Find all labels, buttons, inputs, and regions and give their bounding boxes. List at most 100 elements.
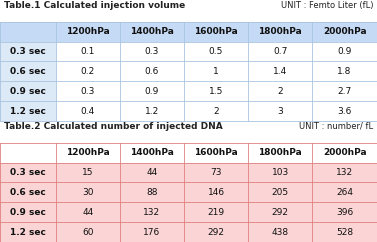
Bar bbox=[56, 101, 120, 121]
Bar bbox=[0, 143, 56, 163]
Bar bbox=[312, 222, 377, 242]
Text: 0.6 sec: 0.6 sec bbox=[10, 67, 46, 76]
Text: Table.2 Calculated number of injected DNA: Table.2 Calculated number of injected DN… bbox=[4, 122, 222, 131]
Text: 0.9 sec: 0.9 sec bbox=[10, 87, 46, 96]
Text: 2000hPa: 2000hPa bbox=[323, 27, 366, 36]
Text: 1800hPa: 1800hPa bbox=[258, 148, 302, 157]
Bar bbox=[184, 182, 248, 202]
Bar bbox=[120, 101, 184, 121]
Text: 44: 44 bbox=[146, 168, 158, 177]
Bar bbox=[248, 81, 312, 101]
Text: 44: 44 bbox=[82, 208, 93, 217]
Text: 1.5: 1.5 bbox=[209, 87, 223, 96]
Bar bbox=[248, 143, 312, 163]
Bar bbox=[120, 81, 184, 101]
Text: 3: 3 bbox=[277, 106, 283, 116]
Text: 73: 73 bbox=[210, 168, 222, 177]
Bar bbox=[56, 61, 120, 81]
Text: 0.5: 0.5 bbox=[209, 47, 223, 56]
Bar bbox=[312, 101, 377, 121]
Bar bbox=[248, 42, 312, 61]
Text: 292: 292 bbox=[271, 208, 289, 217]
Text: 15: 15 bbox=[82, 168, 93, 177]
Bar bbox=[0, 222, 56, 242]
Bar bbox=[120, 42, 184, 61]
Bar bbox=[184, 22, 248, 42]
Text: 0.7: 0.7 bbox=[273, 47, 287, 56]
Text: 1.2 sec: 1.2 sec bbox=[10, 106, 46, 116]
Bar bbox=[312, 22, 377, 42]
Text: 0.2: 0.2 bbox=[81, 67, 95, 76]
Text: 2: 2 bbox=[277, 87, 283, 96]
Bar bbox=[56, 143, 120, 163]
Text: 1600hPa: 1600hPa bbox=[194, 148, 238, 157]
Bar bbox=[0, 202, 56, 222]
Bar bbox=[248, 202, 312, 222]
Text: 30: 30 bbox=[82, 188, 93, 197]
Bar bbox=[184, 143, 248, 163]
Bar bbox=[0, 163, 56, 182]
Text: 0.6 sec: 0.6 sec bbox=[10, 188, 46, 197]
Bar bbox=[312, 202, 377, 222]
Text: 176: 176 bbox=[143, 227, 161, 237]
Bar bbox=[184, 61, 248, 81]
Bar bbox=[120, 61, 184, 81]
Text: 3.6: 3.6 bbox=[337, 106, 352, 116]
Text: 438: 438 bbox=[271, 227, 289, 237]
Text: 1.8: 1.8 bbox=[337, 67, 352, 76]
Text: 132: 132 bbox=[336, 168, 353, 177]
Bar bbox=[184, 101, 248, 121]
Text: UNIT : Femto Liter (fL): UNIT : Femto Liter (fL) bbox=[281, 1, 373, 10]
Bar bbox=[184, 163, 248, 182]
Bar bbox=[120, 202, 184, 222]
Text: 0.6: 0.6 bbox=[145, 67, 159, 76]
Bar bbox=[184, 202, 248, 222]
Text: 60: 60 bbox=[82, 227, 93, 237]
Bar bbox=[312, 42, 377, 61]
Bar bbox=[248, 22, 312, 42]
Text: 88: 88 bbox=[146, 188, 158, 197]
Bar bbox=[184, 42, 248, 61]
Text: 219: 219 bbox=[207, 208, 225, 217]
Text: 264: 264 bbox=[336, 188, 353, 197]
Text: 103: 103 bbox=[271, 168, 289, 177]
Bar bbox=[56, 182, 120, 202]
Bar bbox=[312, 182, 377, 202]
Text: 2: 2 bbox=[213, 106, 219, 116]
Bar bbox=[56, 81, 120, 101]
Text: 0.3: 0.3 bbox=[145, 47, 159, 56]
Bar bbox=[248, 101, 312, 121]
Text: 292: 292 bbox=[207, 227, 225, 237]
Text: 1: 1 bbox=[213, 67, 219, 76]
Text: 146: 146 bbox=[207, 188, 225, 197]
Text: 0.9: 0.9 bbox=[337, 47, 352, 56]
Bar bbox=[248, 182, 312, 202]
Text: 1800hPa: 1800hPa bbox=[258, 27, 302, 36]
Text: 1.2: 1.2 bbox=[145, 106, 159, 116]
Bar bbox=[120, 182, 184, 202]
Text: 132: 132 bbox=[143, 208, 161, 217]
Bar bbox=[56, 222, 120, 242]
Bar bbox=[56, 202, 120, 222]
Text: 1400hPa: 1400hPa bbox=[130, 27, 174, 36]
Bar bbox=[184, 222, 248, 242]
Bar bbox=[248, 222, 312, 242]
Text: 1200hPa: 1200hPa bbox=[66, 27, 110, 36]
Bar bbox=[56, 22, 120, 42]
Text: UNIT : number/ fL: UNIT : number/ fL bbox=[299, 122, 373, 131]
Text: 1.2 sec: 1.2 sec bbox=[10, 227, 46, 237]
Text: 0.9 sec: 0.9 sec bbox=[10, 208, 46, 217]
Text: 0.4: 0.4 bbox=[81, 106, 95, 116]
Text: 0.3 sec: 0.3 sec bbox=[10, 47, 46, 56]
Bar bbox=[120, 143, 184, 163]
Text: 0.9: 0.9 bbox=[145, 87, 159, 96]
Text: Table.1 Calculated injection volume: Table.1 Calculated injection volume bbox=[4, 1, 185, 10]
Text: 1600hPa: 1600hPa bbox=[194, 27, 238, 36]
Bar bbox=[0, 101, 56, 121]
Text: 1.4: 1.4 bbox=[273, 67, 287, 76]
Text: 0.3 sec: 0.3 sec bbox=[10, 168, 46, 177]
Bar bbox=[312, 61, 377, 81]
Bar bbox=[0, 42, 56, 61]
Bar bbox=[0, 81, 56, 101]
Text: 528: 528 bbox=[336, 227, 353, 237]
